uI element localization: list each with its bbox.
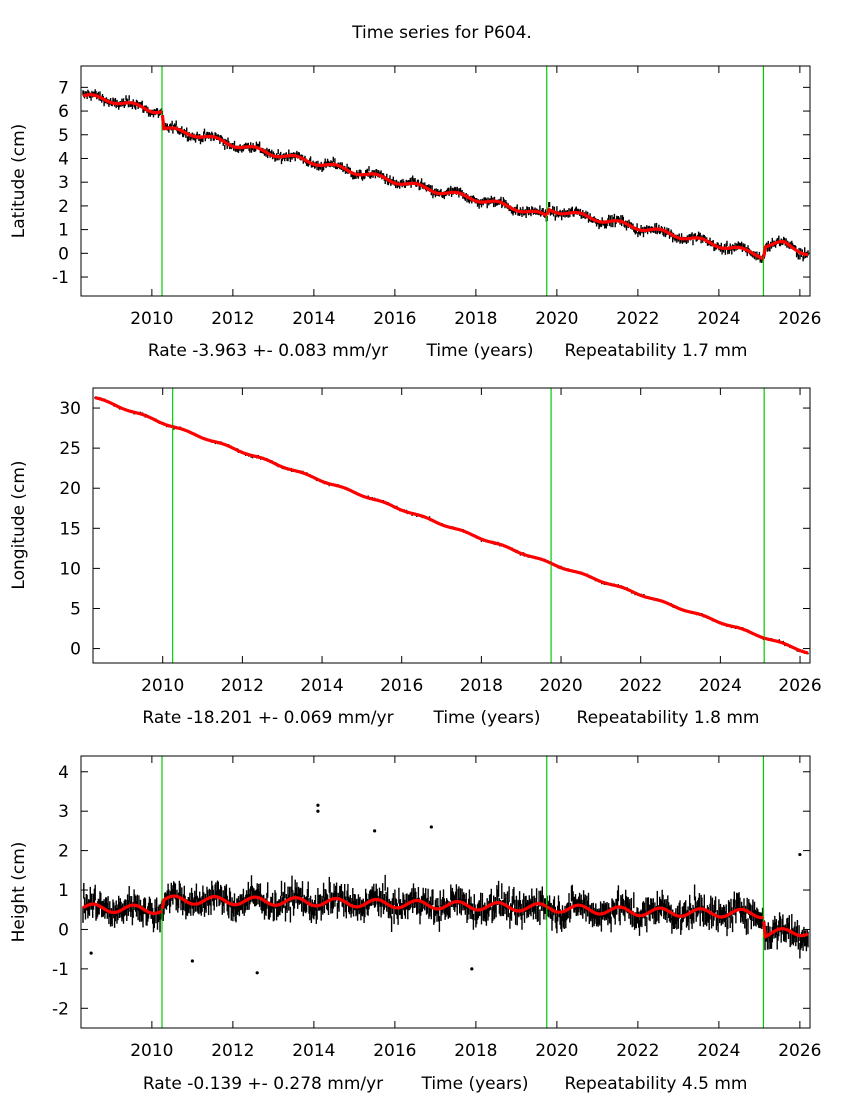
longitude-y-tick-label: 25: [59, 439, 81, 459]
latitude-panel: 2010 2012 2014 2016 2018 2020 2022 2024 2026 -1 0 1…: [9, 65, 822, 361]
latitude-x-tick-label: 2022: [616, 309, 659, 329]
height-x-tick-label: 2010: [130, 1041, 173, 1061]
latitude-y-axis-label: Latitude (cm): [9, 124, 29, 239]
height-repeatability-label: Repeatability 4.5 mm: [565, 1074, 748, 1094]
latitude-x-tick-label: 2024: [697, 309, 740, 329]
longitude-x-tick-label: 2020: [539, 676, 582, 696]
latitude-event-lines: [161, 66, 765, 296]
height-panel: 2010 2012 2014 2016 2018 2020 2022 2024 2026-2-1…: [9, 755, 822, 1094]
longitude-x-axis-label: Time (years): [432, 708, 540, 728]
height-model-fit: [82, 894, 809, 939]
height-y-tick-label: 2: [58, 842, 69, 862]
height-outlier-point: [316, 809, 320, 813]
longitude-model-fit: [94, 396, 809, 655]
longitude-x-tick-label: 2010: [141, 676, 184, 696]
latitude-x-tick-label: 2026: [778, 309, 821, 329]
height-ticks: 2010 2012 2014 2016 2018 2020 2022 2024 2026-2-1…: [52, 756, 822, 1061]
height-y-tick-label: 4: [58, 763, 69, 783]
height-plot-frame: [80, 755, 811, 1029]
height-y-tick-label: -2: [52, 999, 69, 1019]
longitude-model-line: [94, 396, 809, 655]
latitude-x-tick-label: 2014: [292, 309, 335, 329]
latitude-model-fit: [83, 93, 808, 261]
height-x-tick-label: 2020: [535, 1041, 578, 1061]
longitude-panel: 2010 2012 2014 2016 2018 2020 2022 2024 2026 0 5 10…: [9, 387, 822, 728]
latitude-x-tick-label: 2012: [211, 309, 254, 329]
longitude-y-tick-label: 15: [59, 519, 81, 539]
latitude-rate-label: Rate -3.963 +- 0.083 mm/yr: [148, 341, 388, 361]
latitude-plot-frame: [80, 65, 811, 297]
height-y-tick-label: -1: [52, 960, 69, 980]
longitude-event-lines: [172, 388, 765, 663]
latitude-y-tick-label: -1: [52, 268, 69, 288]
page-title: Time series for P604.: [351, 23, 532, 43]
longitude-repeatability-label: Repeatability 1.8 mm: [577, 708, 760, 728]
height-y-tick-label: 0: [58, 920, 69, 940]
height-observation-points: [82, 874, 809, 959]
height-y-tick-label: 3: [58, 802, 69, 822]
latitude-y-tick-label: 1: [58, 221, 69, 241]
longitude-ticks: 2010 2012 2014 2016 2018 2020 2022 2024 2026 0 5 10…: [59, 388, 822, 696]
height-y-tick-label: 1: [58, 881, 69, 901]
height-outlier-point: [798, 852, 802, 857]
height-observations: [82, 803, 809, 975]
longitude-x-tick-label: 2014: [300, 676, 343, 696]
height-x-tick-label: 2016: [373, 1041, 416, 1061]
longitude-y-tick-label: 30: [59, 399, 81, 419]
height-outlier-point: [373, 829, 377, 833]
longitude-rate-label: Rate -18.201 +- 0.069 mm/yr: [142, 708, 393, 728]
longitude-x-tick-label: 2026: [778, 676, 821, 696]
height-x-tick-label: 2022: [616, 1041, 659, 1061]
height-x-tick-label: 2014: [292, 1041, 335, 1061]
height-event-lines: [161, 756, 765, 1028]
height-x-tick-label: 2024: [697, 1041, 740, 1061]
height-outlier-point: [429, 825, 433, 829]
height-outlier-point: [190, 959, 194, 963]
longitude-plot-frame: [92, 387, 811, 664]
height-x-tick-label: 2012: [211, 1041, 254, 1061]
latitude-y-tick-label: 0: [58, 244, 69, 264]
longitude-x-tick-label: 2012: [221, 676, 264, 696]
longitude-y-tick-label: 0: [70, 640, 81, 660]
latitude-model-line: [83, 93, 808, 261]
longitude-y-tick-label: 10: [59, 559, 81, 579]
longitude-y-axis-label: Longitude (cm): [9, 460, 29, 589]
longitude-x-tick-label: 2024: [699, 676, 742, 696]
latitude-x-tick-label: 2016: [373, 309, 416, 329]
longitude-y-tick-label: 20: [59, 479, 81, 499]
latitude-y-tick-label: 4: [58, 149, 69, 169]
latitude-y-tick-label: 7: [58, 78, 69, 98]
latitude-x-tick-label: 2018: [454, 309, 497, 329]
height-outlier-point: [89, 951, 93, 955]
latitude-y-tick-label: 6: [58, 102, 69, 122]
longitude-x-tick-label: 2016: [380, 676, 423, 696]
latitude-repeatability-label: Repeatability 1.7 mm: [565, 341, 748, 361]
longitude-y-tick-label: 5: [70, 599, 81, 619]
height-outlier-point: [316, 803, 320, 807]
height-model-line: [82, 894, 809, 939]
height-outlier-point: [255, 971, 259, 975]
height-y-axis-label: Height (cm): [9, 842, 29, 943]
latitude-x-tick-label: 2020: [535, 309, 578, 329]
height-outlier-point: [470, 967, 474, 971]
height-x-axis-label: Time (years): [420, 1074, 528, 1094]
latitude-y-tick-label: 2: [58, 197, 69, 217]
latitude-x-axis-label: Time (years): [425, 341, 533, 361]
latitude-y-tick-label: 3: [58, 173, 69, 193]
latitude-y-tick-label: 5: [58, 126, 69, 146]
latitude-ticks: 2010 2012 2014 2016 2018 2020 2022 2024 2026 -1 0 1…: [52, 66, 822, 329]
latitude-x-tick-label: 2010: [130, 309, 173, 329]
longitude-x-tick-label: 2022: [619, 676, 662, 696]
longitude-x-tick-label: 2018: [460, 676, 503, 696]
height-x-tick-label: 2026: [778, 1041, 821, 1061]
height-rate-label: Rate -0.139 +- 0.278 mm/yr: [143, 1074, 383, 1094]
height-x-tick-label: 2018: [454, 1041, 497, 1061]
